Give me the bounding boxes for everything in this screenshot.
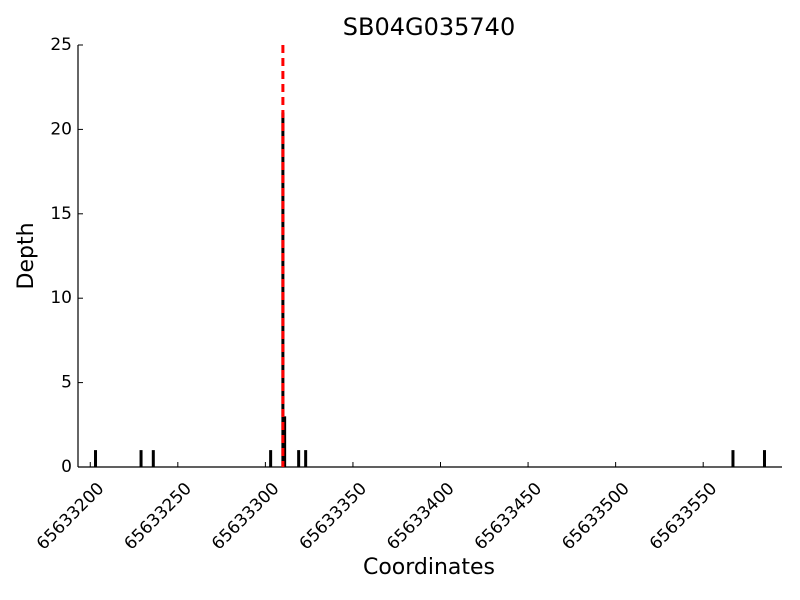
bar — [139, 450, 143, 467]
y-axis-label: Depth — [14, 222, 39, 289]
y-tick-label: 25 — [50, 35, 72, 55]
y-tick-label: 5 — [61, 373, 72, 393]
bar — [94, 450, 98, 467]
bar — [151, 450, 155, 467]
chart-title: SB04G035740 — [343, 13, 515, 41]
bar — [269, 450, 273, 467]
bar — [762, 450, 766, 467]
y-tick-label: 20 — [50, 119, 72, 139]
x-axis-label: Coordinates — [363, 555, 495, 580]
y-tick-label: 15 — [50, 204, 72, 224]
y-tick-label: 0 — [61, 457, 72, 477]
bar — [281, 112, 285, 468]
bar — [297, 450, 301, 467]
bar — [283, 416, 287, 467]
bar — [731, 450, 735, 467]
bar — [304, 450, 308, 467]
y-tick-label: 10 — [50, 288, 72, 308]
